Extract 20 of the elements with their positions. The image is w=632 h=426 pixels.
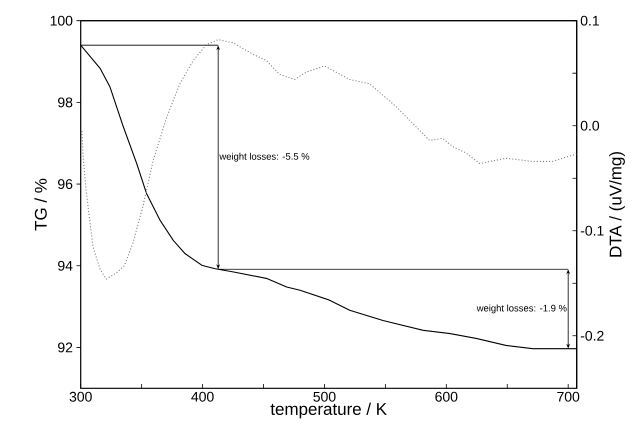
annotation: weight losses: -1.9 %	[476, 304, 567, 314]
x-tick-label: 600	[435, 392, 458, 402]
y2-axis-title: DTA / (uV/mg)	[609, 152, 625, 257]
line-series	[81, 39, 577, 280]
y-tick-label: 98	[58, 97, 72, 108]
x-axis-title: temperature / K	[270, 402, 387, 418]
y2-tick-label: 0.0	[580, 120, 600, 131]
y-tick-label: 92	[58, 342, 72, 352]
annotation: weight losses: -5.5 %	[219, 152, 310, 162]
x-tick-label: 400	[191, 392, 214, 402]
x-tick-label: 500	[313, 392, 336, 402]
x-tick-label: 300	[70, 392, 92, 402]
x-tick-label: 700	[557, 392, 580, 402]
y-tick-label: 96	[58, 179, 72, 190]
y2-tick-label: -0.1	[580, 226, 604, 236]
y2-tick-label: -0.2	[580, 330, 604, 341]
y-axis-title: TG / %	[34, 178, 47, 230]
y-tick-label: 100	[50, 16, 72, 26]
y-tick-label: 94	[58, 260, 73, 271]
y2-tick-label: 0.1	[580, 16, 599, 26]
